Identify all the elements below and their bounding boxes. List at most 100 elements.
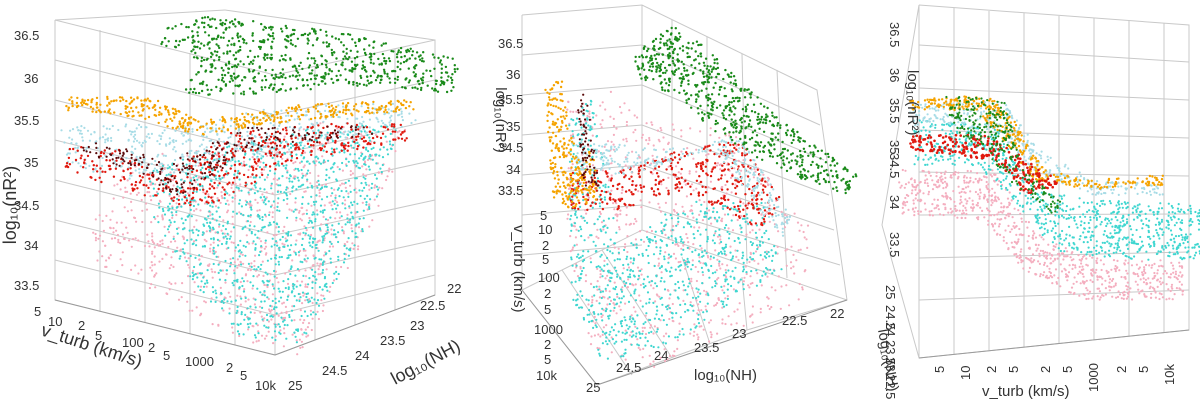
point-pink — [303, 164, 306, 167]
point-lightblue — [360, 105, 363, 108]
point-pink — [303, 151, 307, 154]
point-green — [391, 70, 394, 73]
point-pink — [574, 236, 577, 239]
point-green — [242, 90, 245, 94]
point-pink — [385, 140, 388, 143]
point-pink — [640, 273, 643, 276]
point-orange — [119, 99, 122, 103]
point-pink — [301, 172, 304, 175]
point-lightblue — [141, 145, 144, 148]
scatter-points — [544, 26, 858, 368]
point-pink — [96, 259, 99, 262]
point-red — [350, 128, 353, 131]
point-lightblue — [212, 160, 215, 163]
point-pink — [612, 117, 615, 120]
point-orange — [307, 110, 310, 113]
point-green — [330, 51, 334, 55]
point-orange — [126, 105, 129, 109]
point-pink — [315, 181, 319, 184]
point-green — [407, 81, 411, 84]
point-cyan — [212, 290, 215, 294]
point-green — [393, 81, 397, 85]
point-pink — [140, 268, 143, 271]
point-pink — [110, 237, 114, 240]
point-pink — [283, 243, 286, 246]
point-green — [177, 43, 180, 47]
point-cyan — [338, 168, 341, 171]
point-darkred — [328, 134, 331, 137]
point-orange — [99, 111, 103, 114]
point-cyan — [164, 234, 167, 237]
point-cyan — [390, 147, 393, 151]
point-red — [244, 181, 247, 184]
point-green — [341, 64, 344, 67]
point-red — [295, 157, 299, 160]
point-cyan — [294, 197, 297, 200]
point-pink — [158, 260, 161, 263]
point-cyan — [375, 177, 378, 180]
point-lightblue — [90, 133, 93, 136]
point-pink — [237, 149, 240, 152]
point-cyan — [283, 191, 286, 194]
point-orange — [397, 100, 400, 104]
point-cyan — [200, 272, 204, 275]
point-pink — [387, 170, 390, 173]
point-cyan — [239, 239, 242, 242]
point-cyan — [185, 197, 188, 200]
point-pink — [115, 221, 118, 224]
point-green — [342, 50, 345, 53]
point-lightblue — [65, 153, 69, 156]
point-red — [394, 138, 397, 141]
point-orange — [222, 118, 226, 121]
point-green — [301, 67, 304, 71]
point-green — [235, 65, 238, 69]
point-pink — [718, 136, 721, 139]
point-pink — [784, 213, 787, 216]
point-cyan — [295, 299, 298, 302]
point-green — [231, 65, 234, 69]
point-green — [296, 71, 300, 74]
point-pink — [330, 204, 333, 207]
point-darkred — [169, 180, 172, 183]
point-pink — [662, 136, 665, 139]
point-cyan — [240, 263, 243, 266]
point-cyan — [260, 157, 263, 160]
point-cyan — [271, 299, 274, 303]
point-red — [263, 141, 267, 145]
point-pink — [153, 246, 156, 249]
point-green — [402, 60, 406, 64]
point-green — [440, 67, 443, 70]
point-darkred — [176, 188, 179, 192]
point-orange — [222, 126, 225, 129]
point-lightblue — [400, 112, 403, 115]
point-cyan — [237, 244, 240, 247]
point-green — [405, 59, 408, 63]
point-cyan — [291, 186, 294, 189]
point-cyan — [380, 171, 383, 174]
point-pink — [595, 299, 598, 302]
point-pink — [193, 225, 196, 228]
point-lightblue — [311, 129, 314, 133]
point-lightblue — [190, 139, 193, 142]
point-cyan — [239, 212, 243, 215]
point-pink — [630, 314, 633, 317]
point-pink — [214, 231, 217, 234]
point-orange — [81, 103, 84, 107]
point-pink — [672, 252, 676, 255]
point-lightblue — [135, 155, 138, 158]
point-pink — [298, 161, 302, 164]
point-orange — [383, 110, 386, 114]
point-cyan — [175, 227, 179, 230]
point-pink — [682, 210, 685, 213]
point-cyan — [381, 163, 384, 167]
point-pink — [697, 309, 700, 312]
point-cyan — [153, 216, 156, 219]
point-pink — [687, 241, 690, 244]
point-pink — [98, 214, 101, 217]
point-pink — [622, 138, 625, 141]
point-cyan — [245, 201, 249, 204]
point-green — [205, 84, 208, 87]
point-pink — [311, 264, 314, 267]
point-green — [422, 51, 425, 54]
point-red — [295, 146, 298, 149]
